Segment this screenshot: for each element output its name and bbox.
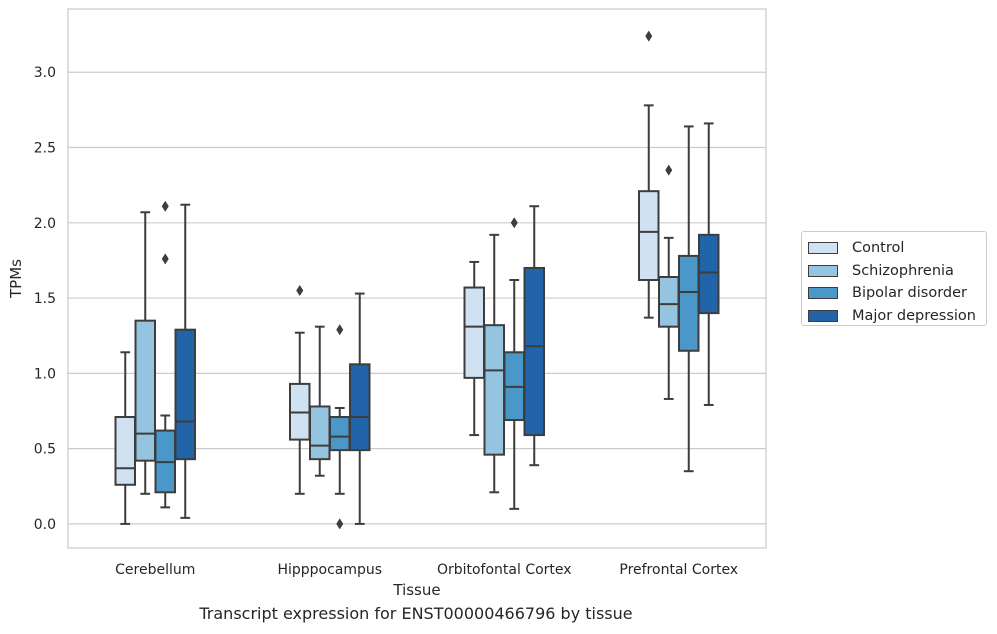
legend-item: Schizophrenia — [808, 260, 986, 283]
box-0-2 — [154, 200, 176, 509]
legend-label: Schizophrenia — [852, 262, 954, 279]
box-iqr — [463, 286, 485, 379]
box-2-0 — [463, 260, 485, 437]
x-tick-label: Orbitofontal Cortex — [437, 562, 572, 578]
box-3-1 — [658, 164, 680, 400]
y-tick-label: 0.0 — [34, 517, 56, 533]
box-iqr — [523, 266, 545, 437]
legend-item: Bipolar disorder — [808, 282, 986, 305]
x-tick-label: Cerebellum — [115, 562, 195, 578]
box-0-0 — [114, 351, 136, 525]
legend-label: Bipolar disorder — [852, 285, 967, 302]
y-tick-label: 1.0 — [34, 366, 56, 382]
outlier-point — [510, 217, 518, 229]
boxes — [114, 30, 720, 530]
y-axis-title: TPMs — [7, 259, 25, 299]
y-tick-label: 2.5 — [34, 141, 56, 157]
y-tick-label: 0.5 — [34, 442, 56, 458]
x-tick-label: Prefrontal Cortex — [619, 562, 738, 578]
outlier-point — [645, 30, 653, 42]
box-3-2 — [678, 125, 700, 473]
y-tick-label: 2.0 — [34, 216, 56, 232]
y-tick-label: 3.0 — [34, 65, 56, 81]
box-1-3 — [349, 292, 371, 525]
box-2-3 — [523, 205, 545, 467]
box-iqr — [698, 233, 720, 315]
plot-frame — [67, 8, 767, 549]
legend-swatch — [808, 242, 838, 255]
box-2-2 — [503, 217, 525, 510]
box-iqr — [329, 416, 351, 452]
y-tick-labels: 0.0 0.5 1.0 1.5 2.0 2.5 3.0 — [34, 65, 56, 533]
box-3-3 — [698, 122, 720, 406]
box-iqr — [114, 416, 136, 486]
outlier-point — [296, 285, 304, 297]
box-2-1 — [483, 233, 505, 494]
box-iqr — [309, 405, 331, 461]
x-tick-label: Hipppocampus — [277, 562, 382, 578]
outlier-point — [161, 253, 169, 265]
box-1-2 — [329, 324, 351, 530]
outlier-point — [336, 324, 344, 336]
legend: Control Schizophrenia Bipolar disorder Majo… — [801, 231, 987, 326]
outlier-point — [161, 200, 169, 212]
legend-swatch — [808, 309, 838, 322]
legend-label: Control — [852, 240, 905, 257]
box-iqr — [134, 319, 156, 462]
x-axis-title: Tissue — [392, 581, 440, 599]
box-iqr — [349, 363, 371, 452]
outlier-point — [665, 164, 673, 176]
legend-item: Major depression — [808, 305, 986, 328]
box-1-0 — [289, 285, 311, 495]
box-iqr — [638, 190, 660, 282]
y-tick-label: 1.5 — [34, 291, 56, 307]
box-iqr — [483, 324, 505, 456]
chart-caption: Transcript expression for ENST0000046679… — [199, 604, 633, 623]
box-1-1 — [309, 325, 331, 477]
box-0-3 — [174, 203, 196, 519]
box-0-1 — [134, 211, 156, 495]
box-iqr — [658, 275, 680, 328]
box-iqr — [174, 328, 196, 461]
legend-label: Major depression — [852, 307, 976, 324]
box-3-0 — [638, 30, 660, 319]
x-tick-labels: Cerebellum Hipppocampus Orbitofontal Corte… — [115, 562, 738, 578]
outlier-point — [336, 518, 344, 530]
legend-swatch — [808, 287, 838, 300]
box-iqr — [678, 254, 700, 352]
legend-swatch — [808, 264, 838, 277]
legend-item: Control — [808, 237, 986, 260]
